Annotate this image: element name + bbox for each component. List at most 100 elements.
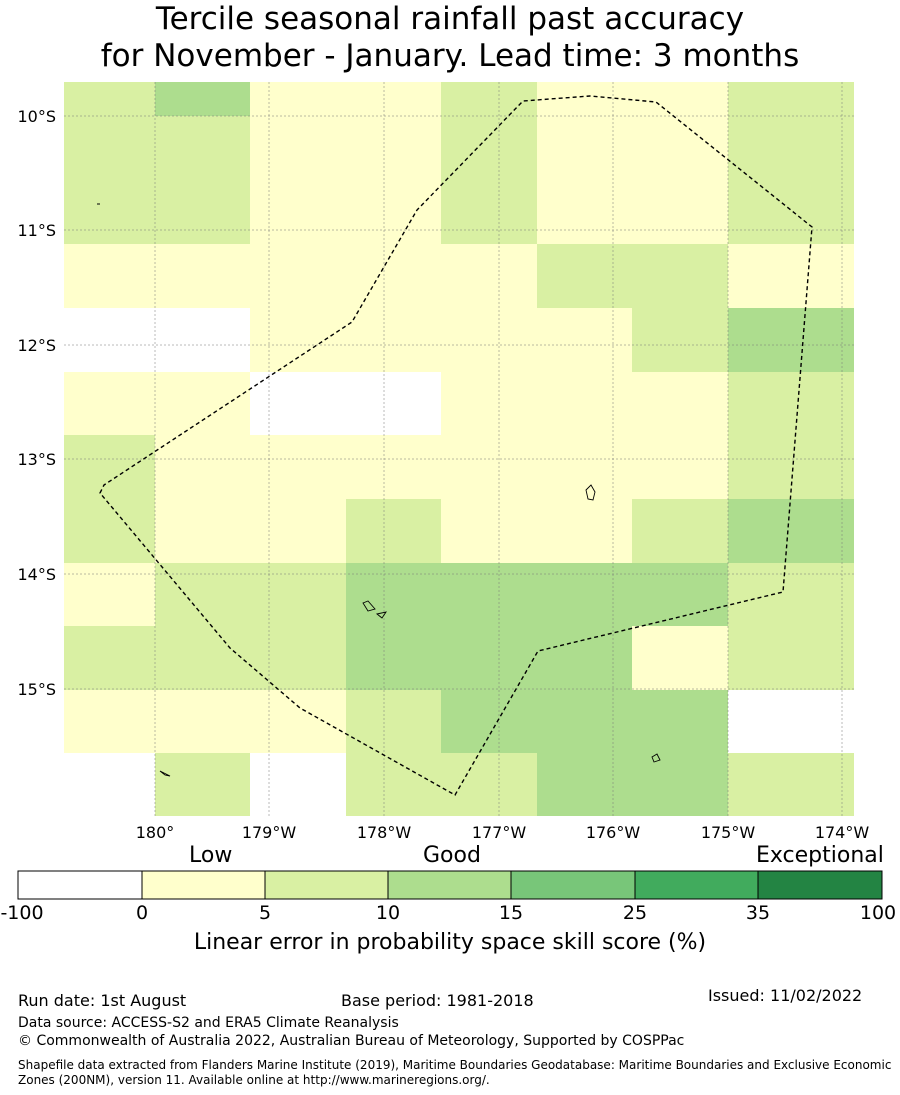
grid-cell — [537, 626, 632, 690]
grid-cell — [823, 308, 854, 372]
grid-cell — [537, 244, 632, 308]
colorbar-label-good: Good — [423, 843, 481, 868]
data-source: Data source: ACCESS-S2 and ERA5 Climate … — [18, 1015, 399, 1031]
grid-cell — [250, 753, 346, 816]
grid-cell — [632, 499, 728, 563]
grid-cell — [346, 308, 441, 372]
colorbar-border — [17, 870, 883, 900]
grid-cell — [632, 626, 728, 690]
grid-cell — [728, 372, 823, 435]
grid-cell — [155, 82, 250, 116]
grid-cell — [441, 308, 537, 372]
latitude-label: 12°S — [17, 336, 56, 355]
grid-cell — [441, 753, 537, 816]
grid-cell — [346, 435, 441, 499]
longitude-label: 178°W — [357, 823, 412, 842]
base-period: Base period: 1981-2018 — [341, 991, 534, 1010]
grid-cell — [155, 372, 250, 435]
grid-cell — [632, 308, 728, 372]
latitude-label: 10°S — [17, 107, 56, 126]
grid-cell — [64, 753, 155, 816]
latitude-label: 11°S — [17, 221, 56, 240]
grid-cell — [728, 435, 823, 499]
grid-cell — [155, 626, 250, 690]
grid-cell — [537, 563, 632, 626]
grid-cell — [728, 116, 823, 244]
colorbar-tick: 5 — [258, 902, 272, 924]
grid-cell — [155, 499, 250, 563]
colorbar-segment — [18, 871, 142, 899]
colorbar-segment — [758, 871, 882, 899]
grid-cell — [64, 499, 155, 563]
grid-cell — [728, 563, 823, 626]
grid-cell — [250, 563, 346, 626]
grid-cell — [823, 563, 854, 626]
colorbar-tick: 0 — [135, 902, 149, 924]
copyright: © Commonwealth of Australia 2022, Austra… — [18, 1033, 685, 1049]
island-outline — [362, 600, 376, 612]
grid-cell — [823, 435, 854, 499]
grid-cell — [728, 690, 823, 753]
grid-cell — [250, 435, 346, 499]
grid-cell — [346, 626, 441, 690]
grid-cell — [250, 626, 346, 690]
latitude-label: 15°S — [17, 680, 56, 699]
grid-cell — [823, 82, 854, 116]
grid-cell — [64, 308, 155, 372]
island-outline — [159, 770, 171, 777]
latitude-labels: 10°S 11°S 12°S 13°S 14°S 15°S — [17, 107, 56, 699]
colorbar-label-low: Low — [189, 843, 233, 868]
grid-cell — [823, 753, 854, 816]
grid-cell — [537, 499, 632, 563]
grid-cell — [537, 435, 632, 499]
grid-cell — [250, 690, 346, 753]
shapefile-credit-line2: Zones (200NM), version 11. Available onl… — [18, 1073, 490, 1087]
longitude-label: 175°W — [701, 823, 756, 842]
grid-cell — [64, 82, 155, 116]
chart-title-line1: Tercile seasonal rainfall past accuracy — [155, 1, 745, 37]
grid-cell — [823, 372, 854, 435]
grid-cell — [346, 372, 441, 435]
grid-cell — [728, 753, 823, 816]
grid-cell — [64, 116, 155, 244]
grid-cell — [632, 563, 728, 626]
colorbar-label-exceptional: Exceptional — [756, 843, 884, 868]
longitude-label: 177°W — [472, 823, 527, 842]
colorbar-segment — [265, 871, 388, 899]
grid-cell — [537, 753, 632, 816]
colorbar-segment — [388, 871, 511, 899]
colorbar-caption: Linear error in probability space skill … — [193, 930, 707, 955]
grid-cell — [64, 563, 155, 626]
grid-cell — [728, 499, 823, 563]
colorbar-segment — [511, 871, 635, 899]
grid-cell — [250, 499, 346, 563]
longitude-label: 180° — [136, 823, 175, 842]
grid-cell — [346, 499, 441, 563]
grid-cell — [64, 244, 155, 308]
grid-cell — [728, 308, 823, 372]
grid-cell — [155, 753, 250, 816]
run-date: Run date: 1st August — [18, 991, 187, 1010]
grid-cell — [728, 82, 823, 116]
grid-cell — [823, 499, 854, 563]
grid-cell — [728, 626, 823, 690]
grid-cell — [64, 690, 155, 753]
grid-cell — [632, 82, 728, 116]
latitude-label: 13°S — [17, 450, 56, 469]
grid-cell — [155, 563, 250, 626]
grid-cell — [441, 244, 537, 308]
grid-cell — [250, 372, 346, 435]
skill-grid-cells — [64, 82, 854, 816]
issued-date: Issued: 11/02/2022 — [708, 986, 863, 1005]
grid-cell — [441, 82, 537, 116]
grid-cell — [441, 116, 537, 244]
grid-cell — [537, 116, 632, 244]
island-outline — [651, 753, 661, 763]
grid-cell — [537, 372, 632, 435]
grid-cell — [64, 435, 155, 499]
chart-title-line2: for November - January. Lead time: 3 mon… — [100, 38, 800, 74]
grid-cell — [441, 690, 537, 753]
island-outline — [375, 611, 387, 619]
colorbar-tick: 15 — [498, 902, 524, 924]
longitude-label: 176°W — [586, 823, 641, 842]
